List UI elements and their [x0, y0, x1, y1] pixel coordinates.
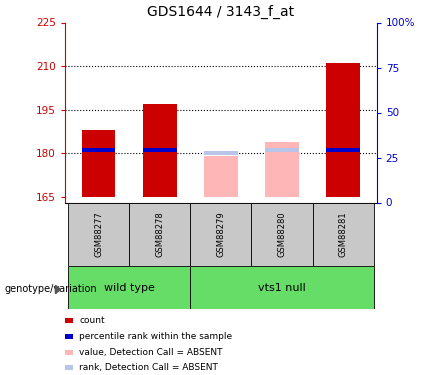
Text: count: count — [79, 316, 105, 325]
Bar — [190, 266, 374, 309]
Text: GSM88279: GSM88279 — [216, 211, 225, 257]
Bar — [326, 63, 360, 197]
Bar — [143, 104, 177, 197]
Text: vts1 null: vts1 null — [258, 283, 306, 293]
Text: genotype/variation: genotype/variation — [4, 285, 97, 294]
Bar — [204, 156, 238, 197]
Text: GSM88280: GSM88280 — [278, 211, 287, 257]
Text: GSM88277: GSM88277 — [94, 211, 103, 257]
Bar — [129, 202, 190, 266]
Bar — [82, 130, 115, 197]
Title: GDS1644 / 3143_f_at: GDS1644 / 3143_f_at — [147, 4, 294, 19]
Text: GSM88278: GSM88278 — [155, 211, 164, 257]
Bar — [82, 148, 115, 152]
FancyArrow shape — [55, 285, 61, 294]
Bar — [265, 148, 299, 152]
Text: GSM88281: GSM88281 — [339, 211, 348, 257]
Bar — [143, 148, 177, 152]
Bar — [252, 202, 313, 266]
Text: value, Detection Call = ABSENT: value, Detection Call = ABSENT — [79, 348, 223, 357]
Text: rank, Detection Call = ABSENT: rank, Detection Call = ABSENT — [79, 363, 218, 372]
Bar — [313, 202, 374, 266]
Bar — [190, 202, 252, 266]
Text: wild type: wild type — [103, 283, 155, 293]
Text: percentile rank within the sample: percentile rank within the sample — [79, 332, 233, 341]
Bar — [68, 266, 190, 309]
Bar — [326, 148, 360, 152]
Bar — [68, 202, 129, 266]
Bar — [265, 141, 299, 197]
Bar — [204, 151, 238, 155]
